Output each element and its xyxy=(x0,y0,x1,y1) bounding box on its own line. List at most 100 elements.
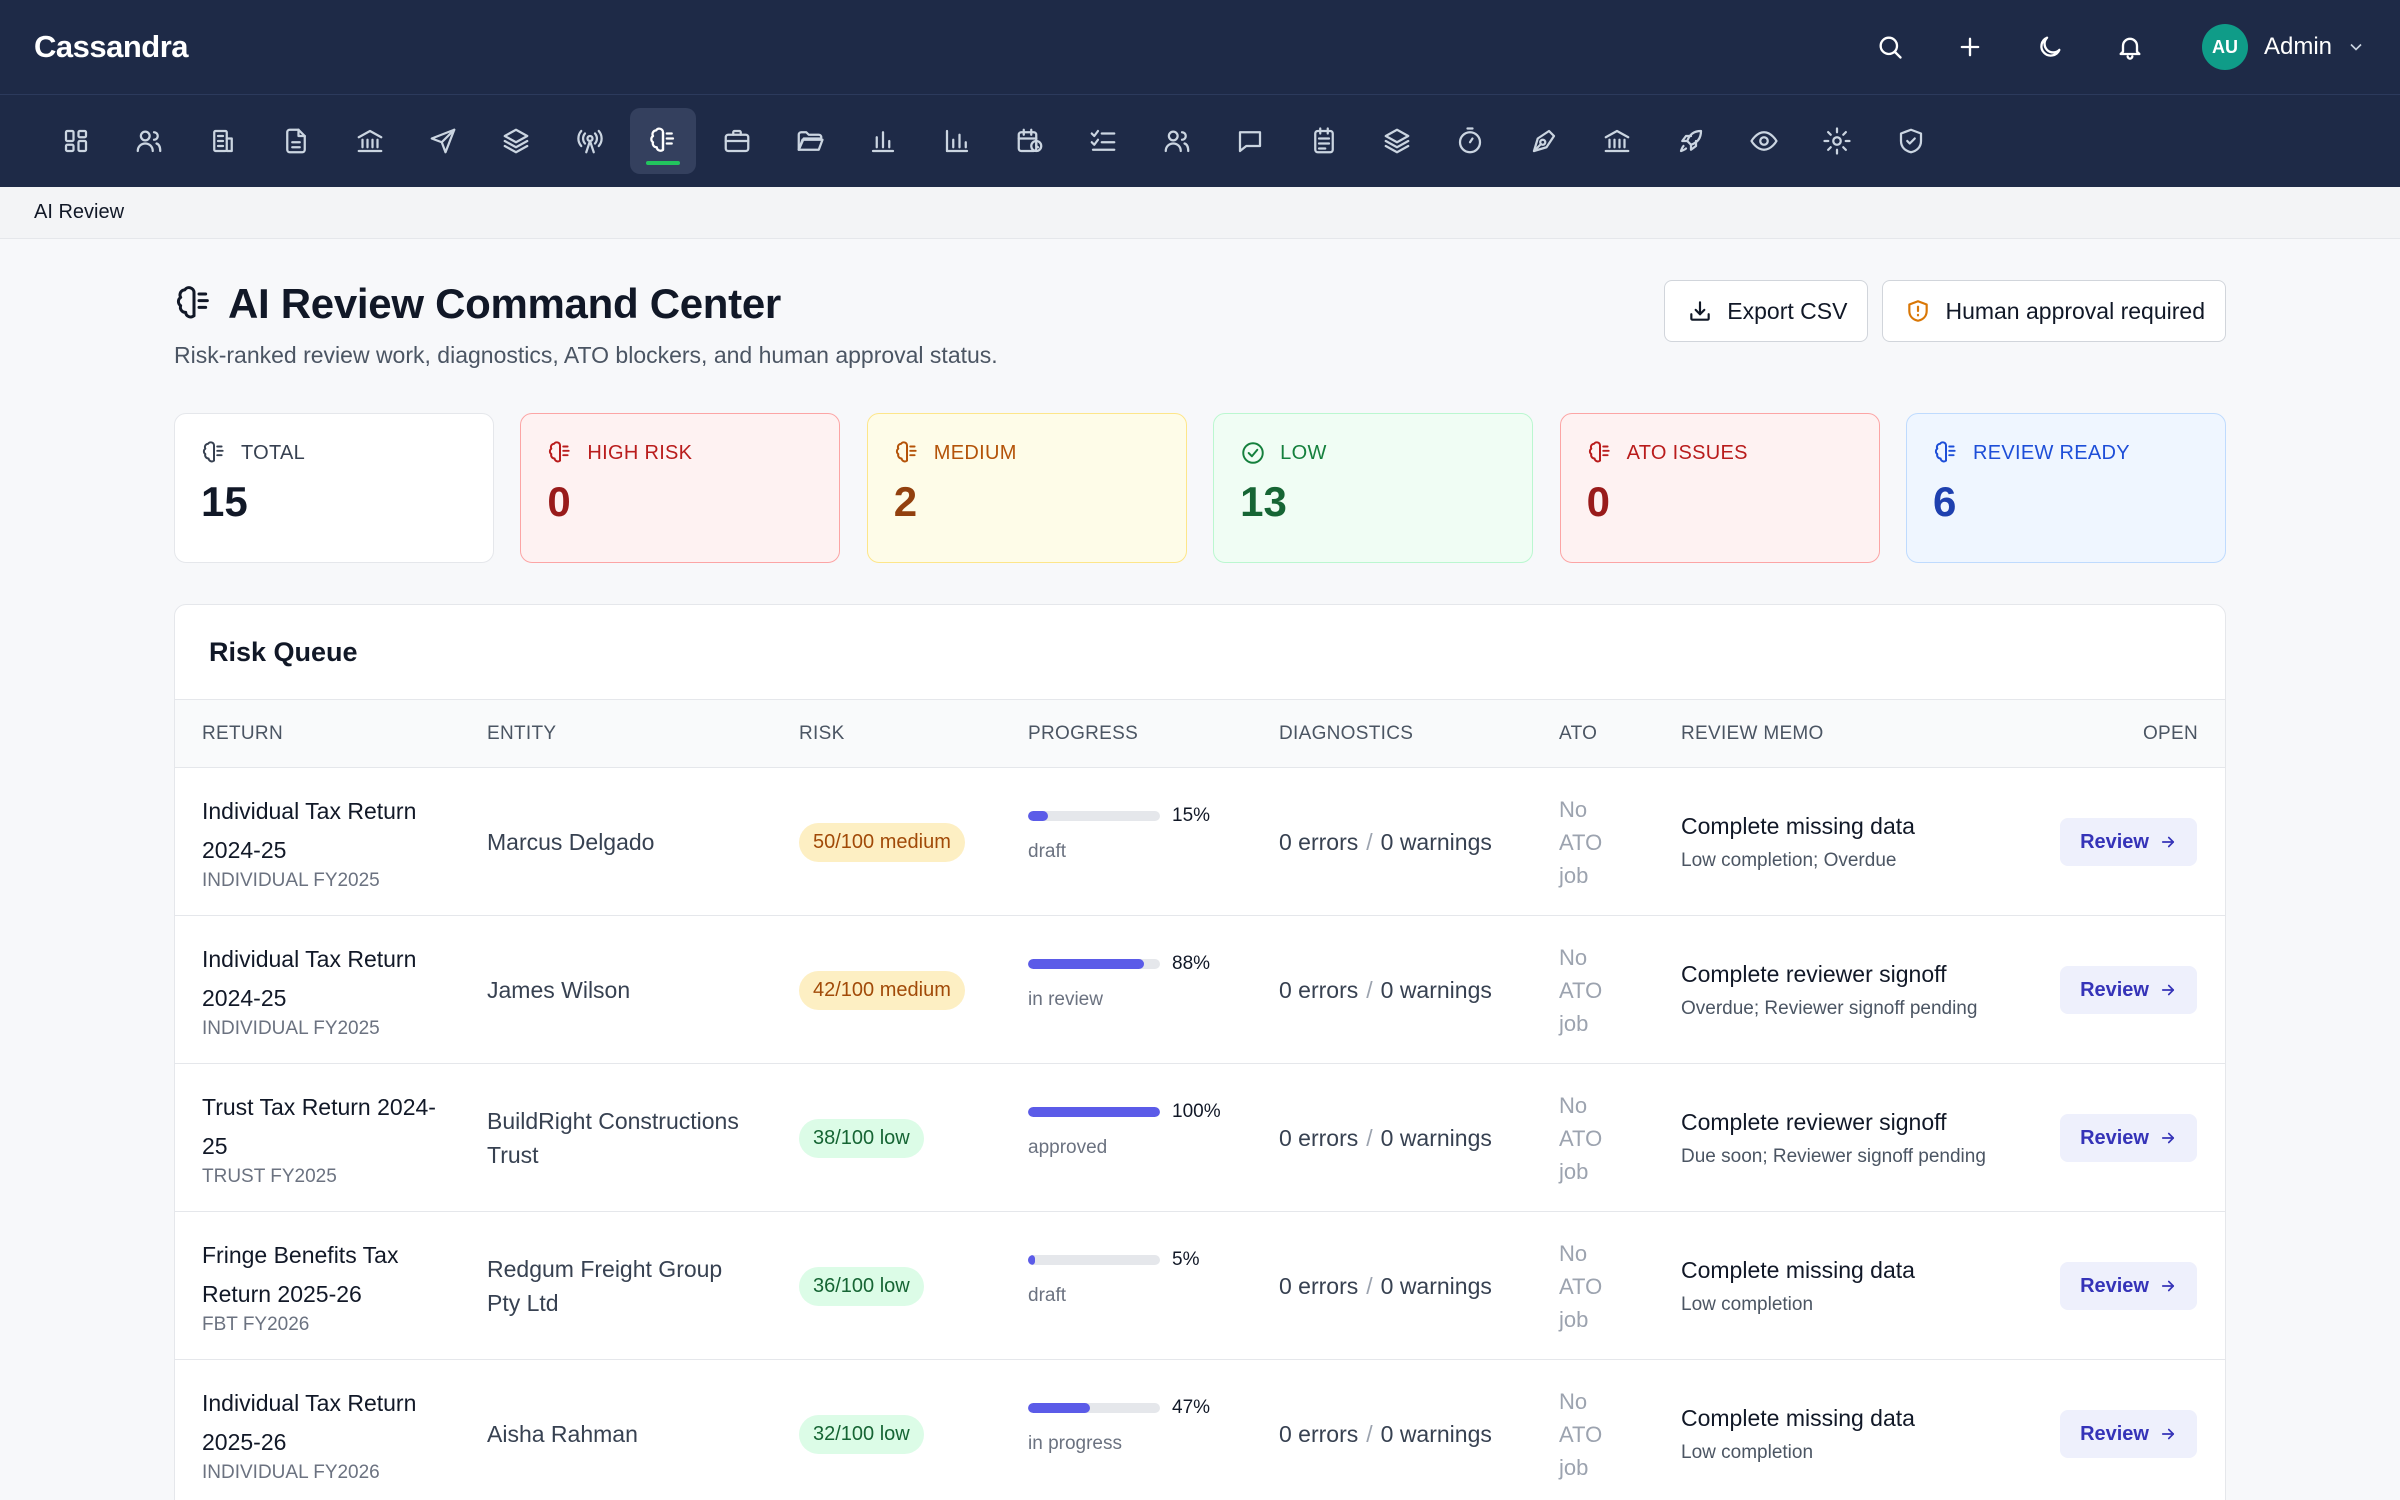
memo-detail: Overdue; Reviewer signoff pending xyxy=(1681,997,1978,1019)
nav-reports[interactable] xyxy=(850,108,916,174)
memo-cell: Complete missing data Low completion; Ove… xyxy=(1681,768,1915,916)
separator: / xyxy=(1366,976,1373,1003)
return-cell: Trust Tax Return 2024-25 TRUST FY2025 xyxy=(202,1064,452,1212)
review-button[interactable]: Review xyxy=(2060,1114,2197,1162)
nav-calendar[interactable] xyxy=(997,108,1063,174)
nav-files[interactable] xyxy=(777,108,843,174)
folder-open-icon xyxy=(797,131,824,151)
stats-cards: TOTAL 15 HIGH RISK 0 MEDIUM 2 LOW 13 ATO… xyxy=(174,413,2226,563)
grid-icon xyxy=(64,129,88,153)
table-row[interactable]: Individual Tax Return 2024-25 INDIVIDUAL … xyxy=(175,916,2225,1064)
stat-ato-issues[interactable]: ATO ISSUES 0 xyxy=(1559,413,1880,563)
nav-banking[interactable] xyxy=(337,108,403,174)
nav-ai-review[interactable] xyxy=(630,108,697,174)
nav-lodgements[interactable] xyxy=(410,108,476,174)
nav-clients[interactable] xyxy=(116,108,182,174)
arrow-right-icon xyxy=(2161,1132,2175,1144)
nav-settings[interactable] xyxy=(1804,108,1870,174)
progress-bar xyxy=(1028,1107,1160,1117)
review-button[interactable]: Review xyxy=(2060,818,2197,866)
review-button[interactable]: Review xyxy=(2060,1410,2197,1458)
nav-timer[interactable] xyxy=(1437,108,1503,174)
search-icon xyxy=(1879,36,1902,59)
stat-total[interactable]: TOTAL 15 xyxy=(174,413,494,563)
notifications-button[interactable] xyxy=(2106,23,2154,71)
download-icon xyxy=(1690,301,1711,321)
nav-team[interactable] xyxy=(1144,108,1210,174)
export-csv-button[interactable]: Export CSV xyxy=(1664,280,1869,342)
user-menu[interactable]: AU Admin xyxy=(2201,24,2366,70)
nav-notes[interactable] xyxy=(1291,108,1357,174)
diagnostics-cell: 0 errors / 0 warnings xyxy=(1279,768,1492,916)
bank-icon xyxy=(357,129,382,153)
nav-launch[interactable] xyxy=(1658,108,1724,174)
bell-icon xyxy=(2119,37,2141,60)
add-button[interactable] xyxy=(1946,23,1994,71)
warnings-count: 0 warnings xyxy=(1380,1272,1492,1299)
ato-cell: No ATO job xyxy=(1559,1212,1619,1360)
entity-cell: BuildRight Constructions Trust xyxy=(487,1064,757,1212)
nav-layers[interactable] xyxy=(483,108,549,174)
entity-name: Marcus Delgado xyxy=(487,829,655,855)
memo-cell: Complete reviewer signoff Overdue; Review… xyxy=(1681,916,1977,1064)
nav-tasks[interactable] xyxy=(1070,108,1136,174)
table-row[interactable]: Individual Tax Return 2025-26 INDIVIDUAL … xyxy=(175,1360,2225,1500)
progress-percent: 47% xyxy=(1172,1397,1211,1418)
nav-documents[interactable] xyxy=(263,108,329,174)
return-type: INDIVIDUAL FY2026 xyxy=(202,1462,380,1483)
nav-jobs[interactable] xyxy=(704,108,770,174)
col-open: OPEN xyxy=(2142,723,2198,744)
progress-cell: 100% approved xyxy=(1028,1056,1221,1204)
stat-medium[interactable]: MEDIUM 2 xyxy=(866,413,1187,563)
nav-security[interactable] xyxy=(1878,108,1944,174)
nav-institutions[interactable] xyxy=(1584,108,1650,174)
nav-signatures[interactable] xyxy=(1511,108,1577,174)
entity-cell: Aisha Rahman xyxy=(487,1360,757,1500)
nav-businesses[interactable] xyxy=(190,108,256,174)
risk-cell: 42/100 medium xyxy=(799,916,965,1064)
col-review-memo: REVIEW MEMO xyxy=(1681,723,1824,744)
risk-queue-rows: Individual Tax Return 2024-25 INDIVIDUAL … xyxy=(175,768,2225,1500)
nav-stack[interactable] xyxy=(1364,108,1430,174)
search-button[interactable] xyxy=(1866,23,1914,71)
risk-cell: 32/100 low xyxy=(799,1360,924,1500)
progress-status: draft xyxy=(1028,841,1067,862)
stat-low[interactable]: LOW 13 xyxy=(1213,413,1534,563)
return-name: Individual Tax Return 2025-26 xyxy=(202,1390,417,1455)
moon-icon xyxy=(2040,36,2061,57)
memo-title: Complete missing data xyxy=(1681,1256,1915,1283)
nav-messages[interactable] xyxy=(1217,108,1283,174)
table-row[interactable]: Individual Tax Return 2024-25 INDIVIDUAL … xyxy=(175,768,2225,916)
review-button[interactable]: Review xyxy=(2060,1262,2197,1310)
stat-label: REVIEW READY xyxy=(1972,441,2130,464)
rocket-icon xyxy=(1679,129,1702,153)
brand-logo[interactable]: Cassandra xyxy=(34,29,189,64)
progress-status: in review xyxy=(1028,989,1103,1010)
ato-cell: No ATO job xyxy=(1559,1360,1619,1500)
nav-monitor[interactable] xyxy=(1731,108,1797,174)
stat-high-risk[interactable]: HIGH RISK 0 xyxy=(520,413,841,563)
page-header: AI Review Command Center Risk-ranked rev… xyxy=(174,280,2226,376)
warnings-count: 0 warnings xyxy=(1380,1420,1492,1447)
building-icon xyxy=(212,129,233,153)
theme-toggle-button[interactable] xyxy=(2026,23,2074,71)
breadcrumb: AI Review xyxy=(0,187,2400,239)
ato-status: No ATO job xyxy=(1559,1240,1603,1332)
table-row[interactable]: Trust Tax Return 2024-25 TRUST FY2025 Buil… xyxy=(175,1064,2225,1212)
nav-broadcast[interactable] xyxy=(557,108,623,174)
arrow-right-icon xyxy=(2161,836,2175,848)
nav-dashboard[interactable] xyxy=(43,108,109,174)
human-approval-button[interactable]: Human approval required xyxy=(1882,280,2226,342)
separator: / xyxy=(1366,828,1373,855)
ato-status: No ATO job xyxy=(1559,796,1603,888)
table-row[interactable]: Fringe Benefits Tax Return 2025-26 FBT FY… xyxy=(175,1212,2225,1360)
nav-analytics[interactable] xyxy=(924,108,990,174)
ato-status: No ATO job xyxy=(1559,1388,1603,1480)
return-cell: Fringe Benefits Tax Return 2025-26 FBT FY… xyxy=(202,1212,452,1360)
progress-percent: 15% xyxy=(1172,805,1211,826)
stat-review-ready[interactable]: REVIEW READY 6 xyxy=(1905,413,2226,563)
brain-icon xyxy=(202,441,224,463)
memo-detail: Low completion xyxy=(1681,1293,1814,1315)
separator: / xyxy=(1366,1272,1373,1299)
review-button[interactable]: Review xyxy=(2060,966,2197,1014)
